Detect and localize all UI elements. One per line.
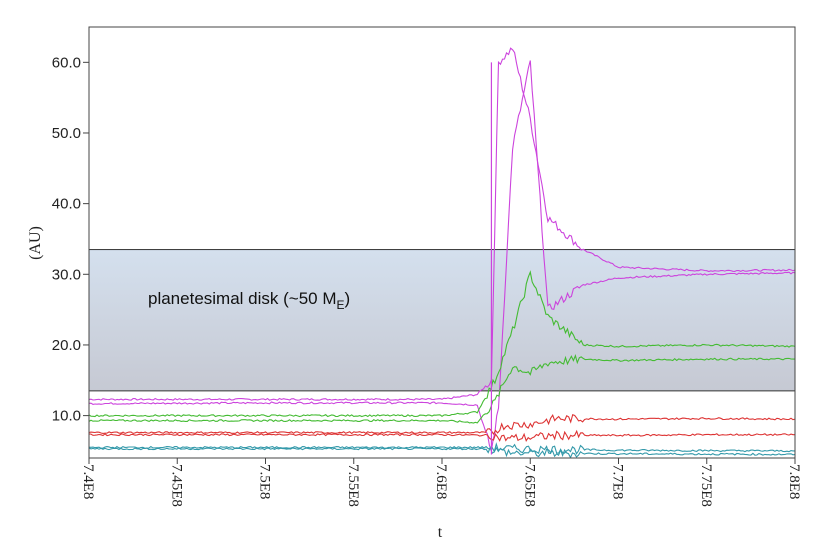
plot-area: [89, 27, 795, 458]
x-axis-label: t: [438, 524, 443, 541]
y-tick-label-0: 10.0: [52, 408, 81, 425]
series-layer: [89, 47, 795, 458]
series-line-magenta-0: [89, 47, 795, 401]
x-tick-label-2: 7.5E8: [257, 464, 273, 499]
planetesimal-disk-label: planetesimal disk (~50 ME): [148, 289, 350, 312]
x-tick-label-8: 7.8E8: [786, 464, 802, 499]
y-tick-label-3: 40.0: [52, 196, 81, 213]
x-tick-label-0: 7.4E8: [80, 464, 96, 499]
y-tick-label-4: 50.0: [52, 125, 81, 142]
y-tick-label-2: 30.0: [52, 266, 81, 283]
series-line-magenta-1: [89, 60, 795, 452]
x-tick-label-3: 7.55E8: [345, 464, 361, 507]
x-tick-label-6: 7.7E8: [610, 464, 626, 499]
series-line-red-5: [89, 429, 795, 442]
series-line-green-2: [89, 270, 795, 418]
planetesimal-disk-band: [88, 249, 796, 392]
y-tick-label-1: 20.0: [52, 337, 81, 354]
y-axis-label: (AU): [27, 226, 44, 260]
series-line-teal-6: [89, 442, 795, 455]
x-tick-label-4: 7.6E8: [433, 464, 449, 499]
x-axis-ticks: 7.4E8 7.45E8 7.5E8 7.55E8 7.6E8 7.65E8 7.7E8 7.…: [80, 458, 802, 507]
x-tick-label-7: 7.75E8: [698, 464, 714, 507]
y-tick-label-5: 60.0: [52, 54, 81, 71]
y-axis-ticks: 10.0 20.0 30.0 40.0 50.0 60.0: [52, 54, 89, 425]
series-line-teal-7: [89, 445, 795, 458]
series-line-red-4: [89, 413, 795, 436]
series-line-green-3: [89, 354, 795, 424]
x-tick-label-5: 7.65E8: [521, 464, 537, 507]
x-tick-label-1: 7.45E8: [168, 464, 184, 507]
